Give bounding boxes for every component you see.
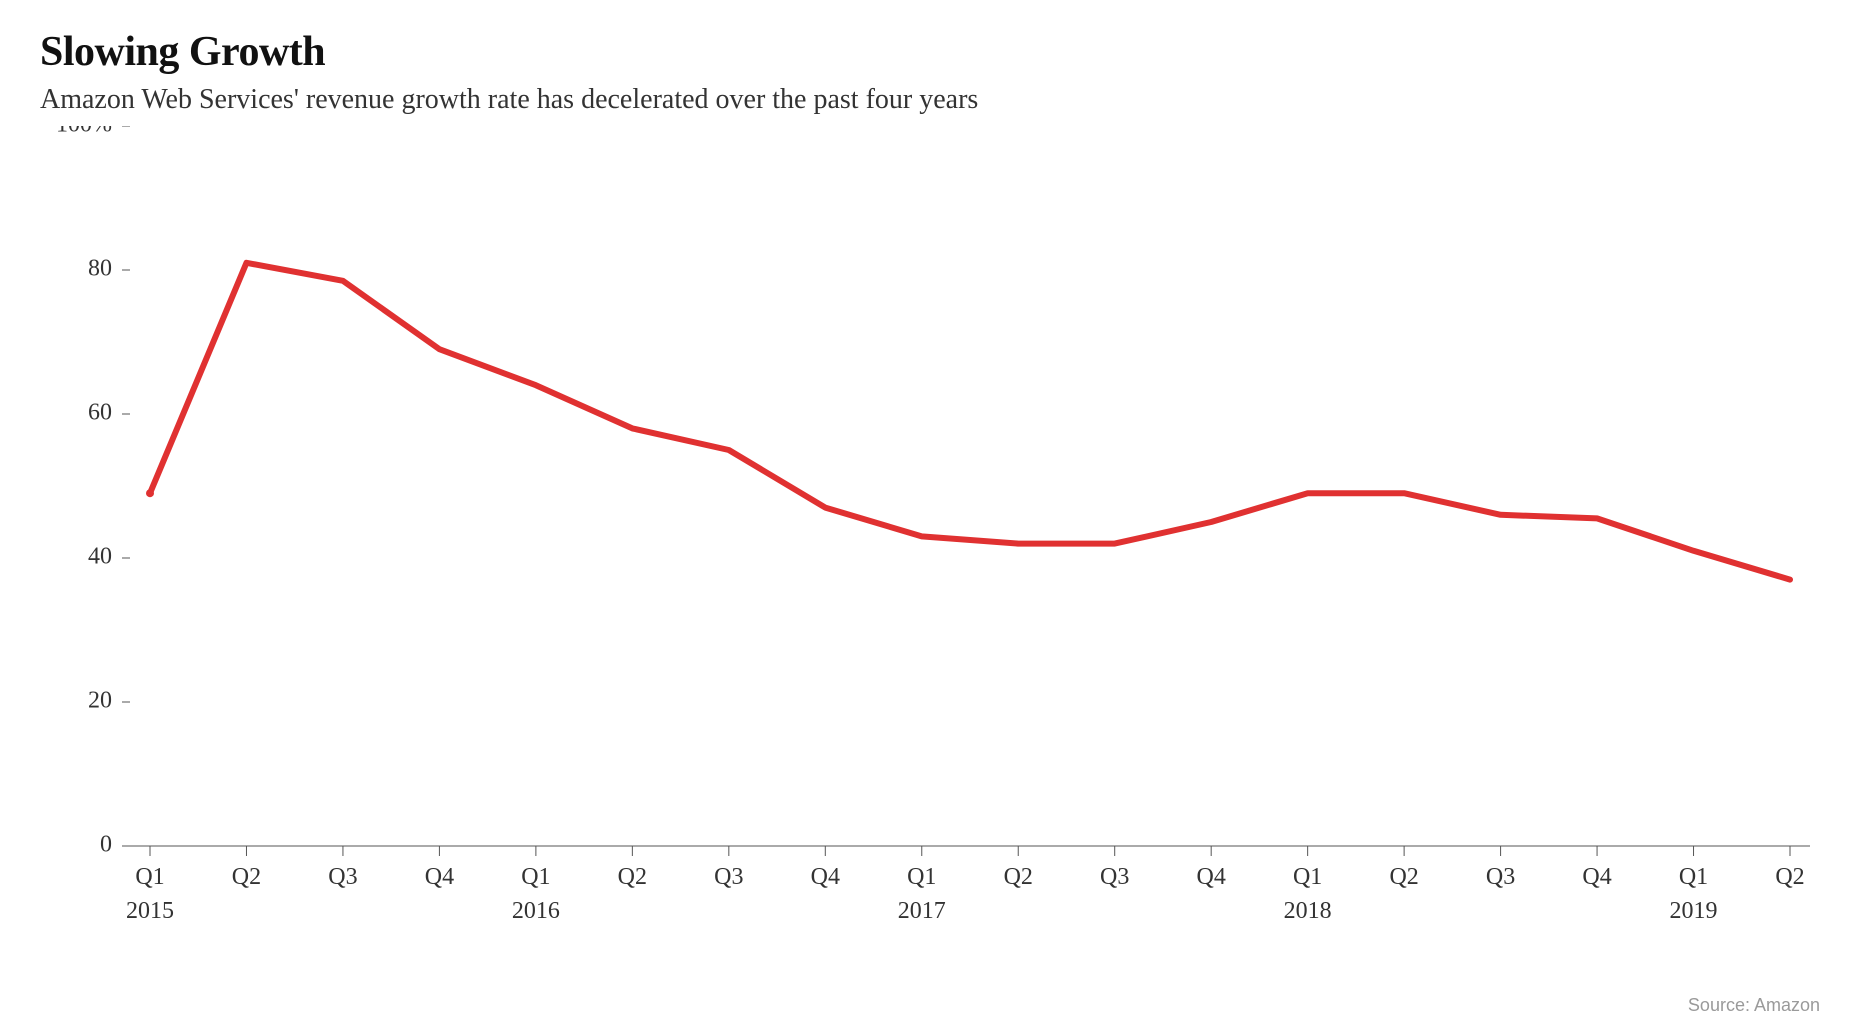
svg-text:Q4: Q4 [1582, 864, 1611, 890]
svg-text:Q1: Q1 [135, 864, 164, 890]
svg-text:20: 20 [88, 688, 112, 714]
svg-text:2016: 2016 [512, 898, 560, 924]
svg-text:Q3: Q3 [714, 864, 743, 890]
svg-text:Q1: Q1 [907, 864, 936, 890]
svg-text:2018: 2018 [1284, 898, 1332, 924]
svg-text:Q3: Q3 [1100, 864, 1129, 890]
svg-text:Q1: Q1 [1293, 864, 1322, 890]
svg-text:2017: 2017 [898, 898, 946, 924]
svg-text:2019: 2019 [1670, 898, 1718, 924]
svg-text:Q2: Q2 [618, 864, 647, 890]
svg-text:60: 60 [88, 400, 112, 426]
svg-text:Q3: Q3 [328, 864, 357, 890]
svg-text:Q2: Q2 [1775, 864, 1804, 890]
svg-text:Q1: Q1 [521, 864, 550, 890]
svg-text:Q2: Q2 [1389, 864, 1418, 890]
chart-source: Source: Amazon [1688, 995, 1820, 1016]
chart-subtitle: Amazon Web Services' revenue growth rate… [40, 84, 1820, 116]
svg-text:Q3: Q3 [1486, 864, 1515, 890]
svg-text:Q2: Q2 [1004, 864, 1033, 890]
svg-text:Q1: Q1 [1679, 864, 1708, 890]
chart-title: Slowing Growth [40, 28, 1820, 76]
line-chart-svg: 0 20 40 60 80 100% Q1 Q2 Q3 Q4 Q1 Q2 Q3 Q4 Q1 Q2 Q3 Q4 Q1 Q… [40, 126, 1820, 956]
svg-text:Q4: Q4 [811, 864, 840, 890]
svg-text:100%: 100% [56, 126, 112, 138]
svg-text:40: 40 [88, 544, 112, 570]
svg-text:80: 80 [88, 256, 112, 282]
svg-text:Q2: Q2 [232, 864, 261, 890]
svg-text:Q4: Q4 [425, 864, 454, 890]
chart-container: Slowing Growth Amazon Web Services' reve… [0, 0, 1860, 1030]
svg-text:Q4: Q4 [1197, 864, 1226, 890]
chart-plot-area: 0 20 40 60 80 100% Q1 Q2 Q3 Q4 Q1 Q2 Q3 Q4 Q1 Q2 Q3 Q4 Q1 Q… [40, 126, 1820, 956]
svg-text:2015: 2015 [126, 898, 174, 924]
svg-text:0: 0 [100, 832, 112, 858]
